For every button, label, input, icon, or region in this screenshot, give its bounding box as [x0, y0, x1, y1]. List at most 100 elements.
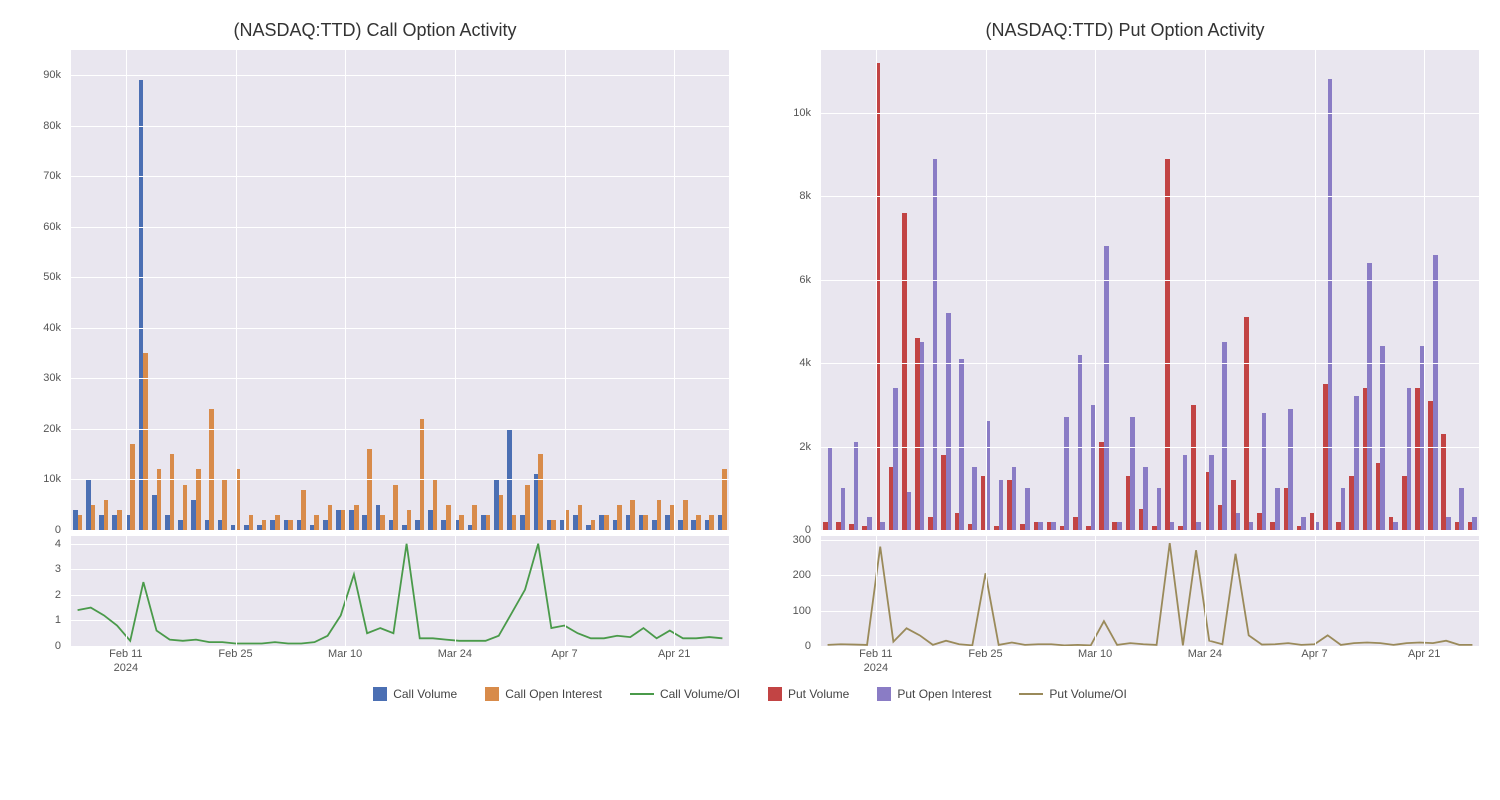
bar-put-open-interest [1051, 522, 1056, 530]
bar-put-open-interest [1064, 417, 1069, 530]
bar-call-open-interest [630, 500, 635, 530]
y-tick-label: 200 [776, 569, 811, 581]
put-x-axis: Feb 112024Feb 25Mar 10Mar 24Apr 7Apr 21 [821, 648, 1479, 676]
y-tick-label: 6k [776, 274, 811, 286]
bar-put-open-interest [1157, 488, 1162, 530]
bar-put-open-interest [854, 442, 859, 530]
put-y-axis: 02k4k6k8k10k [776, 50, 816, 530]
legend-label: Put Volume/OI [1049, 687, 1126, 701]
x-tick-label: Feb 11 [109, 648, 142, 660]
bar-call-open-interest [143, 353, 148, 530]
call-main-plot: 010k20k30k40k50k60k70k80k90k [70, 49, 730, 531]
put-ratio-plot: 0100200300 Feb 112024Feb 25Mar 10Mar 24A… [820, 535, 1480, 647]
bar-put-open-interest [907, 492, 912, 530]
bar-call-open-interest [696, 515, 701, 530]
bar-call-open-interest [367, 449, 372, 530]
y-tick-label: 90k [26, 69, 61, 81]
y-tick-label: 2 [26, 589, 61, 601]
bar-put-open-interest [867, 517, 872, 530]
y-tick-label: 100 [776, 605, 811, 617]
bar-call-open-interest [525, 485, 530, 530]
legend-item: Call Volume [373, 687, 457, 701]
y-tick-label: 30k [26, 372, 61, 384]
y-tick-label: 0 [26, 640, 61, 652]
legend-label: Call Open Interest [505, 687, 602, 701]
bar-call-open-interest [275, 515, 280, 530]
bar-put-volume [1191, 405, 1196, 530]
y-tick-label: 1 [26, 614, 61, 626]
bar-put-open-interest [1025, 488, 1030, 530]
bar-call-open-interest [130, 444, 135, 530]
bar-call-open-interest [472, 505, 477, 530]
bar-call-open-interest [183, 485, 188, 530]
bar-call-open-interest [314, 515, 319, 530]
x-tick-label: Mar 24 [438, 648, 472, 660]
legend-label: Put Volume [788, 687, 849, 701]
legend-swatch [768, 687, 782, 701]
call-chart-title: (NASDAQ:TTD) Call Option Activity [20, 20, 730, 41]
bar-call-open-interest [486, 515, 491, 530]
bar-put-open-interest [999, 480, 1004, 530]
legend-swatch [373, 687, 387, 701]
legend-label: Put Open Interest [897, 687, 991, 701]
bar-call-open-interest [117, 510, 122, 530]
call-x-axis: Feb 112024Feb 25Mar 10Mar 24Apr 7Apr 21 [71, 648, 729, 676]
bar-call-open-interest [551, 520, 556, 530]
y-tick-label: 0 [776, 640, 811, 652]
bar-put-open-interest [1341, 488, 1346, 530]
y-tick-label: 0 [26, 524, 61, 536]
call-ratio-line [71, 536, 729, 646]
bar-call-open-interest [643, 515, 648, 530]
bar-call-open-interest [196, 469, 201, 530]
bar-call-open-interest [709, 515, 714, 530]
bar-call-open-interest [249, 515, 254, 530]
bar-put-open-interest [1222, 342, 1227, 530]
bar-call-open-interest [591, 520, 596, 530]
bar-call-open-interest [683, 500, 688, 530]
bar-put-open-interest [828, 447, 833, 530]
bar-call-open-interest [354, 505, 359, 530]
put-chart-title: (NASDAQ:TTD) Put Option Activity [770, 20, 1480, 41]
bar-put-open-interest [972, 467, 977, 530]
bar-put-open-interest [1275, 488, 1280, 530]
legend-label: Call Volume [393, 687, 457, 701]
bar-call-open-interest [104, 500, 109, 530]
bar-put-volume [902, 213, 907, 530]
bar-put-open-interest [1380, 346, 1385, 530]
bar-call-open-interest [446, 505, 451, 530]
bar-put-open-interest [959, 359, 964, 530]
legend-item: Put Open Interest [877, 687, 991, 701]
bar-call-open-interest [657, 500, 662, 530]
put-ratio-y-axis: 0100200300 [776, 536, 816, 646]
y-tick-label: 70k [26, 170, 61, 182]
call-y-axis: 010k20k30k40k50k60k70k80k90k [26, 50, 66, 530]
y-tick-label: 300 [776, 534, 811, 546]
bar-put-open-interest [1472, 517, 1477, 530]
bar-put-open-interest [1249, 522, 1254, 530]
bar-put-open-interest [1104, 246, 1109, 530]
bar-put-open-interest [1117, 522, 1122, 530]
y-tick-label: 2k [776, 441, 811, 453]
legend: Call VolumeCall Open InterestCall Volume… [20, 687, 1480, 701]
bar-call-open-interest [170, 454, 175, 530]
x-tick-label: Feb 25 [968, 648, 1002, 660]
bar-call-open-interest [499, 495, 504, 530]
bar-call-open-interest [380, 515, 385, 530]
bar-put-open-interest [1143, 467, 1148, 530]
bar-put-open-interest [880, 522, 885, 530]
put-main-plot: 02k4k6k8k10k [820, 49, 1480, 531]
bar-put-open-interest [1183, 455, 1188, 530]
call-ratio-y-axis: 01234 [26, 536, 66, 646]
bar-call-open-interest [722, 469, 727, 530]
legend-swatch [877, 687, 891, 701]
bar-call-open-interest [301, 490, 306, 530]
bar-put-open-interest [1078, 355, 1083, 530]
bar-call-open-interest [262, 520, 267, 530]
y-tick-label: 40k [26, 322, 61, 334]
bar-put-open-interest [1236, 513, 1241, 530]
x-tick-label: Mar 10 [328, 648, 362, 660]
bar-call-open-interest [538, 454, 543, 530]
bar-call-open-interest [420, 419, 425, 530]
bar-call-open-interest [222, 479, 227, 530]
bar-call-open-interest [433, 479, 438, 530]
